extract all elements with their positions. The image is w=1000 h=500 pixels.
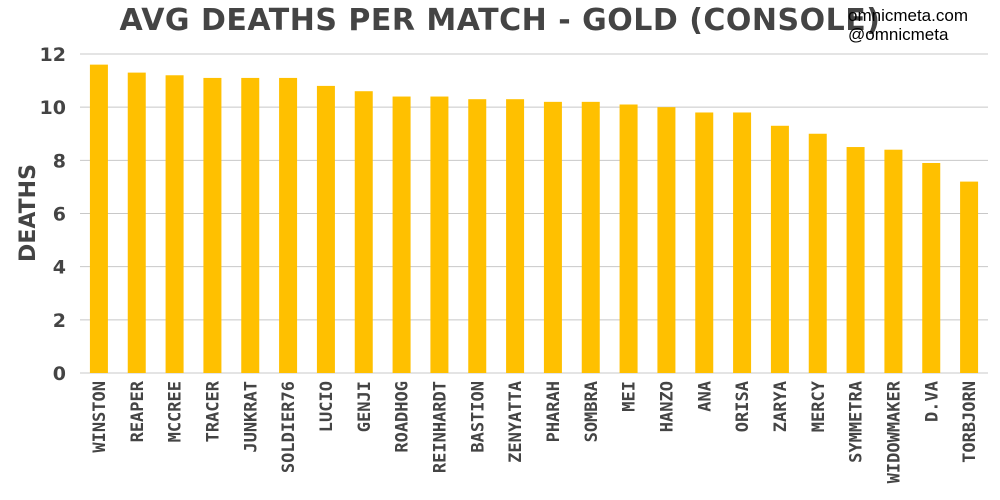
bar-widowmaker: [884, 149, 903, 373]
x-tick-label: REAPER: [128, 380, 148, 442]
bar-hanzo: [657, 107, 676, 374]
bar-orisa: [733, 112, 752, 373]
y-tick-label: 10: [40, 97, 66, 119]
x-tick-label: SYMMETRA: [847, 381, 867, 463]
x-tick-label: MEI: [620, 381, 640, 412]
y-tick-label: 6: [53, 204, 66, 226]
bar-soldier76: [279, 77, 298, 374]
bar-d-va: [922, 162, 941, 373]
x-tick-label: ROADHOG: [393, 381, 413, 453]
brand-handle: @omnicmeta: [848, 25, 949, 44]
x-axis-labels: WINSTON REAPER MCCREE TRACER JUNKRAT SOLDIER7…: [90, 380, 980, 483]
x-tick-label: ZENYATTA: [506, 381, 526, 463]
y-axis-ticks: 0 2 4 6 8 10 12: [40, 44, 66, 385]
y-tick-label: 8: [53, 150, 66, 172]
bar-zarya: [770, 125, 789, 374]
x-tick-label: HANZO: [657, 381, 677, 432]
y-tick-label: 2: [53, 310, 66, 332]
bar-genji: [354, 91, 373, 373]
bars: [89, 64, 979, 374]
bar-reaper: [127, 72, 146, 373]
x-tick-label: WIDOWMAKER: [884, 380, 904, 483]
y-tick-label: 12: [40, 44, 66, 66]
x-tick-label: PHARAH: [544, 381, 564, 442]
x-tick-label: TORBJORN: [960, 381, 980, 463]
x-tick-label: BASTION: [468, 381, 488, 453]
bar-junkrat: [241, 77, 260, 374]
x-tick-label: WINSTON: [90, 381, 110, 453]
x-tick-label: MERCY: [809, 380, 829, 432]
bar-bastion: [468, 99, 487, 374]
bar-lucio: [316, 85, 335, 374]
x-tick-label: REINHARDT: [430, 381, 450, 473]
x-tick-label: TRACER: [203, 380, 223, 442]
bar-roadhog: [392, 96, 411, 374]
x-tick-label: LUCIO: [317, 381, 337, 432]
x-tick-label: D.VA: [922, 381, 942, 422]
bar-reinhardt: [430, 96, 449, 374]
gridlines: [80, 53, 988, 374]
bar-symmetra: [846, 147, 865, 373]
bar-mercy: [808, 133, 827, 373]
bar-mei: [619, 104, 638, 373]
brand-site: omnicmeta.com: [848, 6, 968, 25]
x-tick-label: GENJI: [355, 381, 375, 432]
bar-torbjorn: [960, 181, 979, 373]
bar-mccree: [165, 75, 184, 374]
x-tick-label: JUNKRAT: [241, 381, 261, 453]
x-tick-label: ORISA: [733, 381, 753, 432]
bar-tracer: [203, 77, 222, 374]
bar-winston: [89, 64, 108, 373]
y-tick-label: 0: [53, 363, 66, 385]
x-tick-label: SOLDIER76: [279, 381, 299, 473]
bar-pharah: [543, 101, 562, 373]
x-tick-label: ZARYA: [771, 381, 791, 432]
bar-ana: [695, 112, 714, 373]
x-tick-label: SOMBRA: [582, 381, 602, 442]
bar-zenyatta: [506, 99, 525, 374]
chart-title: AVG DEATHS PER MATCH - GOLD (CONSOLE): [120, 3, 881, 38]
y-tick-label: 4: [53, 257, 66, 279]
x-tick-label: MCCREE: [166, 381, 186, 442]
y-axis-label: DEATHS: [16, 164, 41, 262]
x-tick-label: ANA: [695, 381, 715, 412]
bar-sombra: [581, 101, 600, 373]
